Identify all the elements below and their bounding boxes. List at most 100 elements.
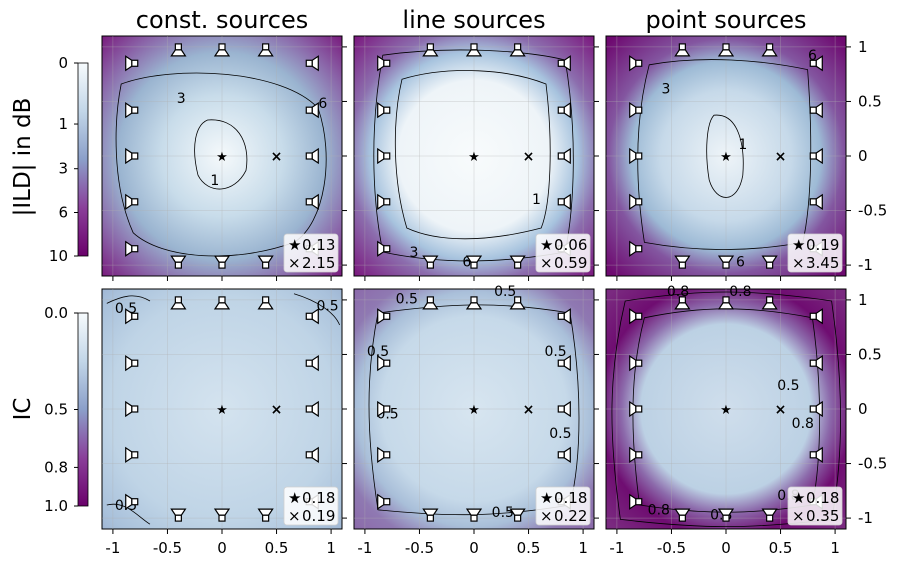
- x-tick-label: -0.5: [153, 539, 182, 557]
- loudspeaker-icon: [257, 43, 274, 57]
- column-title-const: const. sources: [136, 6, 308, 34]
- contour-line: [293, 293, 340, 326]
- contour-label: 1: [738, 137, 747, 153]
- row-label-ild: |ILD| in dB: [10, 98, 36, 217]
- legend-star-value: 0.19: [806, 236, 839, 254]
- loudspeaker-icon: [557, 400, 571, 418]
- loudspeaker-icon: [257, 296, 274, 310]
- legend-star-symbol: ★: [540, 489, 553, 507]
- loudspeaker-icon: [629, 55, 643, 72]
- legend-cross-value: 0.35: [806, 507, 839, 525]
- panel-ild-line-sources: 136★ ×★ 0.06× 0.59: [353, 35, 595, 277]
- loudspeaker-icon: [377, 446, 391, 463]
- panel-legend: ★ 0.06× 0.59: [535, 233, 591, 273]
- x-tick-label: 0: [721, 539, 731, 557]
- loudspeaker-icon: [377, 102, 391, 119]
- contour-label: 0.8: [792, 416, 814, 432]
- legend-star-symbol: ★: [540, 236, 553, 254]
- x-tick-label: 1: [830, 539, 840, 557]
- legend-cross-symbol: ×: [288, 254, 301, 272]
- legend-cross-value: 2.15: [302, 254, 335, 272]
- loudspeaker-icon: [213, 255, 231, 269]
- panel-ic-point-sources: 0.80.80.80.80.80.50.8★×★0.18×0.35: [605, 284, 847, 530]
- x-tick-label: -1: [105, 539, 120, 557]
- loudspeaker-icon: [629, 446, 643, 463]
- x-axis: -1 -0.5 0 0.5 1 -1 -0.5 0 0.5 1 -1 -0.5 0 0.5 1: [105, 276, 840, 557]
- loudspeaker-icon: [125, 102, 139, 119]
- loudspeaker-icon: [629, 493, 643, 510]
- x-tick-label: -1: [609, 539, 624, 557]
- colorbar-ild: 0 1 3 6 10: [49, 54, 89, 265]
- loudspeaker-icon: [761, 296, 778, 310]
- contour-label: 6: [736, 254, 745, 270]
- loudspeaker-icon: [809, 446, 823, 463]
- loudspeaker-icon: [125, 55, 139, 72]
- loudspeaker-icon: [809, 308, 823, 325]
- loudspeaker-icon: [809, 355, 823, 372]
- panel-ild-const-sources: 316★ ×★ 0.13× 2.15: [101, 35, 343, 277]
- colorbar-tick-label: 6: [58, 203, 68, 221]
- loudspeaker-icon: [377, 493, 391, 510]
- loudspeaker-icon: [509, 43, 526, 57]
- loudspeaker-icon: [509, 296, 526, 310]
- loudspeaker-icon: [305, 400, 319, 418]
- listener-star-marker: ★: [216, 150, 228, 165]
- loudspeaker-icon: [465, 255, 483, 269]
- loudspeaker-icon: [305, 355, 319, 372]
- loudspeaker-icon: [674, 43, 691, 57]
- loudspeaker-icon: [629, 102, 643, 119]
- x-tick-label: 0: [469, 539, 479, 557]
- loudspeaker-icon: [125, 355, 139, 372]
- loudspeaker-icon: [422, 255, 439, 269]
- listener-star-marker: ★: [720, 403, 732, 418]
- colorbar-ic: 0.0 0.5 0.8 1.0: [44, 304, 89, 515]
- contour-label: 1: [532, 192, 541, 208]
- y-tick-label: 0.5: [858, 92, 882, 110]
- contour-label: 3: [410, 245, 419, 261]
- loudspeaker-icon: [377, 355, 391, 372]
- loudspeaker-icon: [557, 102, 571, 119]
- loudspeaker-icon: [674, 255, 691, 269]
- contour-label: 0.5: [316, 299, 338, 315]
- loudspeaker-icon: [761, 255, 778, 269]
- x-tick-label: 1: [326, 539, 336, 557]
- legend-star-symbol: ★: [792, 489, 805, 507]
- contour-line: [106, 503, 151, 525]
- legend-star-symbol: ★: [288, 236, 301, 254]
- loudspeaker-icon: [629, 240, 643, 257]
- contour-label: 0.5: [549, 426, 571, 442]
- loudspeaker-icon: [465, 43, 483, 57]
- legend-cross-value: 3.45: [806, 254, 839, 272]
- loudspeaker-icon: [809, 193, 823, 210]
- listener-cross-marker: ×: [775, 149, 787, 165]
- colorbar-ic-ticks: 0.0 0.5 0.8 1.0: [44, 304, 78, 515]
- loudspeaker-icon: [629, 308, 643, 325]
- colorbar-tick-label: 0.5: [44, 401, 68, 419]
- listener-star-marker: ★: [720, 150, 732, 165]
- loudspeaker-icon: [257, 508, 274, 522]
- contour-label: 0.8: [648, 503, 670, 519]
- contour-label: 0.8: [729, 284, 751, 300]
- panel-legend: ★ 0.13× 2.15: [283, 233, 339, 273]
- legend-cross-symbol: ×: [540, 507, 553, 525]
- loudspeaker-icon: [213, 296, 231, 310]
- x-tick-label: 0: [217, 539, 227, 557]
- x-tick-label: -0.5: [405, 539, 434, 557]
- x-tick-label: 0.5: [517, 539, 541, 557]
- loudspeaker-icon: [305, 102, 319, 119]
- legend-star-symbol: ★: [792, 236, 805, 254]
- y-tick-label: -1: [858, 509, 873, 527]
- contour-label: 1: [210, 173, 219, 189]
- y-axis-right: -1 -0.5 0 0.5 1 -1 -0.5 0 0.5 1: [342, 38, 887, 527]
- contour-label: 6: [318, 96, 327, 112]
- contour-line: [394, 70, 551, 240]
- loudspeaker-icon: [377, 308, 391, 325]
- loudspeaker-icon: [305, 193, 319, 210]
- panel-legend: ★ 0.18× 0.35: [787, 486, 843, 526]
- contour-label: 0.5: [367, 344, 389, 360]
- legend-cross-symbol: ×: [792, 254, 805, 272]
- colorbar-tick-label: 1.0: [44, 497, 68, 515]
- loudspeaker-icon: [557, 55, 571, 72]
- loudspeaker-icon: [125, 193, 139, 210]
